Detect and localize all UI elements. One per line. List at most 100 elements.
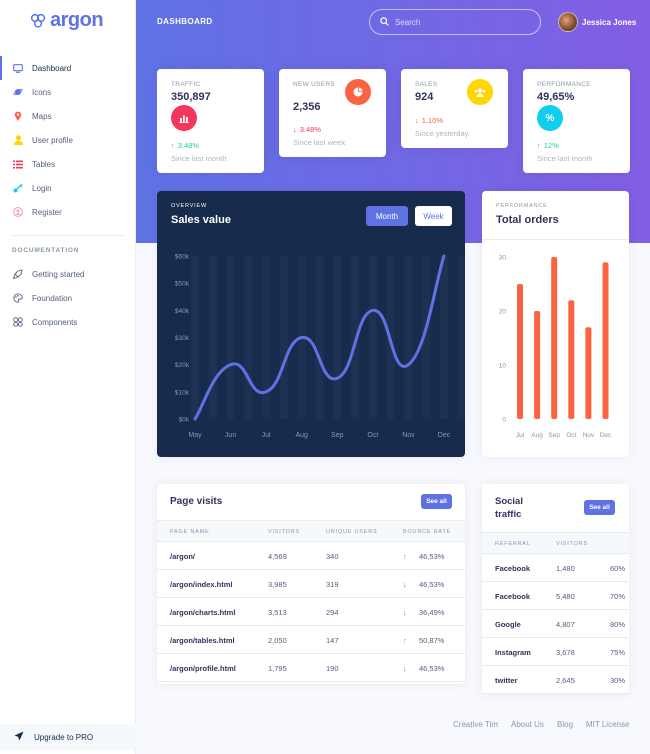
arrow-up-icon: ↑ [171, 141, 175, 150]
card-overline: OVERVIEW [171, 203, 207, 209]
search-input[interactable] [395, 17, 525, 27]
footer-link-about-us[interactable]: About Us [511, 720, 544, 729]
stat-change-value: 3.48% [299, 125, 322, 134]
table-row: /argon/tables.html 2,050 147 ↑ 50,87% [157, 626, 465, 654]
percentage: 30% [610, 676, 626, 685]
sidebar-item-login[interactable]: Login [0, 176, 136, 200]
stat-value: 49,65% [537, 91, 575, 103]
search-box[interactable] [369, 9, 541, 35]
column-header[interactable]: BOUNCE RATE [403, 529, 452, 535]
user-menu[interactable]: Jessica Jones [558, 12, 636, 32]
card-title: Page visits [170, 496, 223, 507]
stat-change: ↑ 12% [537, 141, 559, 150]
brand-logo[interactable]: argon [30, 9, 104, 32]
sidebar-item-getting-started[interactable]: Getting started [0, 262, 136, 286]
total-orders-card: PERFORMANCE Total orders 0 10 20 30 Jul Aug Se… [482, 191, 629, 457]
card-overline: PERFORMANCE [496, 203, 548, 209]
x-tick-label: Jun [225, 432, 236, 439]
unique-users-count: 294 [326, 608, 339, 617]
chart-bar-icon [171, 105, 197, 131]
y-tick-label: $10k [175, 389, 190, 396]
referral-name: Facebook [495, 564, 531, 573]
sidebar-item-tables[interactable]: Tables [0, 152, 136, 176]
stat-card-sales: SALES 924 ↓ 1.10% Since yesterday [401, 69, 508, 148]
x-tick-label: Nov [583, 432, 595, 439]
sidebar-item-label: Getting started [32, 269, 85, 279]
column-header[interactable]: UNIQUE USERS [326, 529, 378, 535]
page-name[interactable]: /argon/charts.html [170, 608, 236, 617]
visitors-count: 4,569 [268, 552, 287, 561]
users-icon [467, 79, 493, 105]
bar [568, 300, 575, 419]
tab-month[interactable]: Month [366, 206, 408, 226]
x-tick-label: Aug [295, 432, 308, 439]
x-tick-label: Dec [600, 432, 612, 439]
table-header: REFERRAL VISITORS [482, 532, 629, 554]
see-all-button[interactable]: See all [421, 494, 452, 509]
planet-icon [12, 86, 24, 98]
sidebar-item-components[interactable]: Components [0, 310, 136, 334]
sidebar-item-label: Icons [32, 87, 52, 97]
sidebar-divider [12, 235, 124, 236]
bar [534, 311, 541, 419]
sidebar-item-icons[interactable]: Icons [0, 80, 136, 104]
visitors-count: 1,480 [556, 564, 575, 573]
page-name[interactable]: /argon/index.html [170, 580, 233, 589]
column-header[interactable]: PAGE NAME [170, 529, 210, 535]
stat-value: 350,897 [171, 91, 211, 103]
table-row: /argon/profile.html 1,795 190 ↓ 46,53% [157, 654, 465, 682]
pin-icon [12, 110, 24, 122]
list-icon [12, 158, 24, 170]
stat-title: TRAFFIC [171, 81, 201, 88]
page-name[interactable]: /argon/profile.html [170, 664, 236, 673]
stat-title: NEW USERS [293, 81, 336, 88]
column-header[interactable]: VISITORS [556, 541, 588, 547]
palette-icon [12, 292, 24, 304]
y-tick-label: 30 [499, 255, 507, 262]
arrow-up-icon: ↑ [537, 141, 541, 150]
visitors-count: 3,985 [268, 580, 287, 589]
sidebar-item-foundation[interactable]: Foundation [0, 286, 136, 310]
key-icon [12, 182, 24, 194]
spaceship-icon [12, 268, 24, 280]
column-header[interactable]: REFERRAL [495, 541, 531, 547]
footer-link-mit-license[interactable]: MIT License [586, 720, 630, 729]
page-name[interactable]: /argon/ [170, 552, 196, 561]
sidebar-item-user-profile[interactable]: User profile [0, 128, 136, 152]
y-tick-label: 0 [502, 417, 506, 424]
sidebar-item-maps[interactable]: Maps [0, 104, 136, 128]
sidebar-item-label: Components [32, 317, 78, 327]
upgrade-to-pro-link[interactable]: Upgrade to PRO [0, 724, 136, 750]
unique-users-count: 340 [326, 552, 339, 561]
table-row: Facebook 1,480 60% [482, 554, 629, 582]
page-name[interactable]: /argon/tables.html [170, 636, 235, 645]
bar [602, 262, 609, 419]
percentage: 60% [610, 564, 626, 573]
referral-name: Google [495, 620, 521, 629]
stat-since: Since last week [293, 138, 346, 147]
column-header[interactable]: VISITORS [268, 529, 300, 535]
arrow-up-icon: ↑ [403, 552, 407, 561]
see-all-button[interactable]: See all [584, 500, 615, 515]
bounce-rate: 36,49% [419, 608, 445, 617]
visitors-count: 3,678 [556, 648, 575, 657]
sidebar-item-label: Maps [32, 111, 52, 121]
table-row: /argon/index.html 3,985 319 ↓ 46,53% [157, 570, 465, 598]
card-title: Social traffic [495, 495, 523, 521]
tv-icon [12, 62, 24, 74]
bar [585, 327, 592, 419]
sidebar-item-label: Login [32, 183, 52, 193]
stat-value: 924 [415, 91, 434, 103]
page-title[interactable]: DASHBOARD [157, 17, 213, 26]
stat-card-performance: PERFORMANCE 49,65% % ↑ 12% Since last mon… [523, 69, 630, 173]
stat-since: Since last month [171, 154, 227, 163]
table-row: /argon/4,569 340 ↑ 46,53% [157, 542, 465, 570]
footer-link-blog[interactable]: Blog [557, 720, 574, 729]
footer-link-creative-tim[interactable]: Creative Tim [453, 720, 498, 729]
sidebar-item-register[interactable]: Register [0, 200, 136, 224]
sidebar-item-dashboard[interactable]: Dashboard [0, 56, 136, 80]
tab-week[interactable]: Week [415, 206, 452, 226]
avatar [558, 12, 578, 32]
card-title-line: Social [495, 496, 523, 507]
stat-title: SALES [415, 81, 438, 88]
